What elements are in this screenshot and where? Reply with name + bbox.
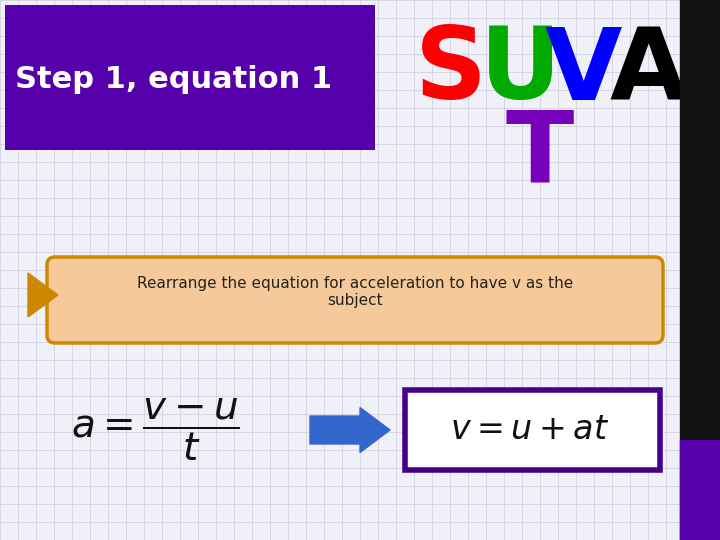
Text: Step 1, equation 1: Step 1, equation 1 bbox=[15, 65, 332, 94]
Text: Rearrange the equation for acceleration to have v as the
subject: Rearrange the equation for acceleration … bbox=[137, 276, 573, 308]
FancyArrow shape bbox=[310, 408, 390, 453]
Text: U: U bbox=[480, 24, 561, 120]
Text: A: A bbox=[610, 24, 688, 120]
Polygon shape bbox=[28, 273, 58, 317]
Text: T: T bbox=[505, 106, 573, 204]
FancyBboxPatch shape bbox=[5, 5, 375, 150]
Text: S: S bbox=[415, 24, 487, 120]
FancyBboxPatch shape bbox=[405, 390, 660, 470]
Bar bbox=[680, 0, 720, 540]
Bar bbox=[680, 440, 720, 540]
Text: $v = u + at$: $v = u + at$ bbox=[450, 414, 610, 446]
Text: V: V bbox=[545, 24, 622, 120]
Text: $a = \dfrac{v - u}{t}$: $a = \dfrac{v - u}{t}$ bbox=[71, 397, 240, 463]
FancyBboxPatch shape bbox=[47, 257, 663, 343]
